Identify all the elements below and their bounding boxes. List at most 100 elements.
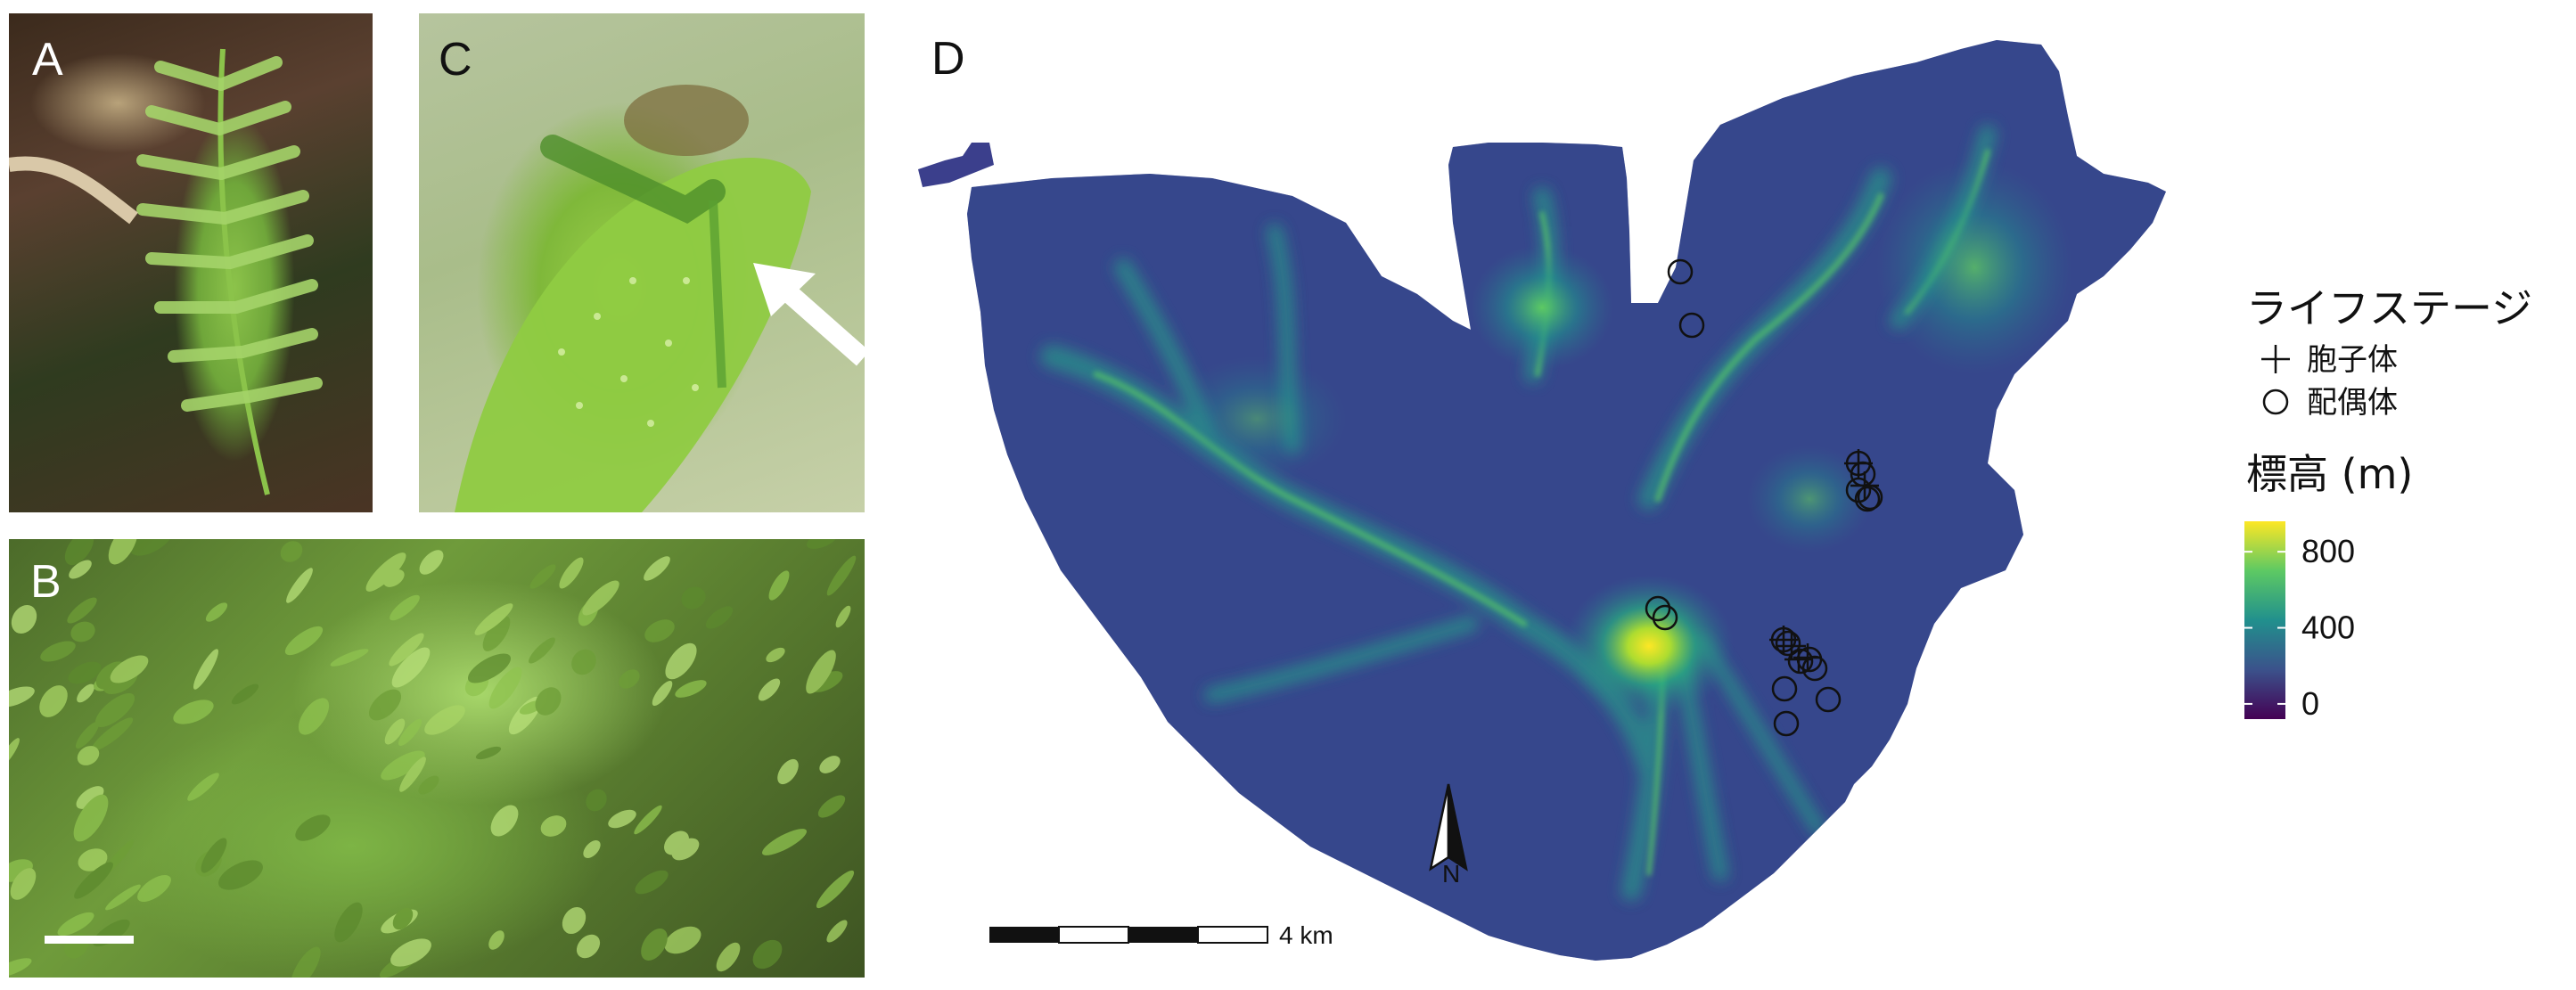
moss-leaf bbox=[11, 604, 37, 634]
moss-leaf bbox=[218, 860, 263, 890]
moss-leaf bbox=[540, 815, 567, 837]
moss-leaf bbox=[205, 602, 228, 622]
moss-leaf bbox=[391, 647, 431, 688]
moss-leaf bbox=[559, 557, 584, 589]
moss-leaf bbox=[77, 683, 94, 703]
elevation-legend-title: 標高 (m) bbox=[2246, 450, 2413, 498]
moss-leaf bbox=[57, 912, 94, 937]
life-stage-legend-title: ライフステージ bbox=[2246, 284, 2532, 332]
moss-leaf bbox=[419, 550, 444, 575]
moss-leaf bbox=[77, 746, 100, 765]
gametophyte-marker bbox=[1771, 675, 1798, 702]
moss-leaf bbox=[64, 539, 94, 566]
gametophyte-marker bbox=[1678, 312, 1705, 339]
moss-leaf bbox=[193, 649, 218, 690]
moss-leaf bbox=[529, 637, 555, 664]
moss-leaf bbox=[93, 919, 130, 947]
moss-leaf bbox=[365, 552, 406, 592]
moss-leaf bbox=[758, 678, 781, 701]
gametophyte-marker bbox=[1645, 595, 1671, 622]
moss-leaf bbox=[652, 680, 673, 707]
moss-leaf bbox=[488, 667, 522, 709]
moss-leaf bbox=[826, 555, 857, 596]
moss-leaf bbox=[69, 560, 92, 579]
observation-markers bbox=[1645, 258, 1883, 737]
moss-leaf bbox=[752, 939, 783, 970]
circle-icon bbox=[2262, 389, 2289, 415]
moss-leaf bbox=[9, 738, 20, 768]
white-arrow-icon bbox=[753, 263, 865, 366]
moss-leaf bbox=[608, 809, 636, 829]
moss-leaf bbox=[137, 874, 171, 903]
moss-leaf bbox=[399, 757, 426, 792]
scale-label: 4 km bbox=[1279, 921, 1333, 949]
gametophyte-marker bbox=[1667, 258, 1694, 285]
sporophyte-legend-item: 胞子体 bbox=[2261, 342, 2398, 378]
moss-leaf bbox=[582, 580, 619, 616]
gametophyte-marker bbox=[1775, 630, 1801, 657]
moss-leaf bbox=[474, 603, 513, 635]
moss-leaf bbox=[835, 605, 851, 628]
moss-leaf bbox=[108, 539, 138, 565]
moss-leaf bbox=[91, 717, 134, 751]
moss-leaf bbox=[291, 946, 321, 978]
scale-bar bbox=[45, 936, 134, 944]
elevation-map-panel: D bbox=[918, 0, 2576, 990]
gametophyte-marker bbox=[1787, 648, 1814, 675]
moss-leaf bbox=[280, 541, 303, 562]
moss-leaf bbox=[389, 633, 424, 667]
moss-leaf bbox=[675, 680, 707, 698]
fern-photo bbox=[9, 48, 323, 495]
scale-bar: 4 km bbox=[989, 921, 1333, 949]
moss-leaf bbox=[381, 750, 425, 781]
moss-leaf bbox=[705, 606, 734, 629]
moss-leaf bbox=[40, 641, 76, 662]
moss-leaf bbox=[681, 586, 706, 610]
moss-leaf bbox=[761, 829, 808, 855]
moss-leaf bbox=[129, 539, 174, 556]
moss-leaf bbox=[716, 942, 741, 972]
moss-leaf bbox=[231, 683, 259, 705]
gametophyte-marker bbox=[1770, 626, 1797, 653]
moss-leaf bbox=[562, 906, 587, 935]
gametophyte-marker bbox=[1801, 655, 1828, 682]
moss-leaf bbox=[665, 642, 697, 680]
moss-leaf bbox=[94, 692, 135, 728]
panel-label-d: D bbox=[931, 33, 965, 85]
colorbar bbox=[2244, 521, 2285, 719]
islet bbox=[918, 143, 994, 187]
moss-leaf bbox=[583, 840, 601, 858]
moss-leaf bbox=[664, 830, 689, 855]
panel-label-c: C bbox=[439, 34, 472, 86]
legend: ライフステージ 胞子体 配偶体 標高 (m) 0 400 800 bbox=[2244, 284, 2532, 722]
moss-leaf bbox=[74, 862, 113, 899]
gametophyte-legend-item: 配偶体 bbox=[2262, 385, 2398, 421]
gametophyte-marker bbox=[1857, 484, 1883, 511]
moss-leaf bbox=[173, 700, 214, 724]
moss-leaf bbox=[806, 650, 836, 694]
gametophyte-marker bbox=[1652, 604, 1678, 631]
moss-leaf bbox=[398, 718, 422, 747]
moss-photo bbox=[9, 539, 857, 978]
moss-leaf bbox=[488, 930, 505, 950]
moss-leaf bbox=[9, 958, 32, 978]
moss-leaf bbox=[68, 661, 102, 684]
moss-leaf bbox=[10, 868, 37, 900]
colorbar-tick-label: 0 bbox=[2301, 685, 2319, 722]
moss-leaf bbox=[390, 594, 420, 621]
moss-leaf bbox=[67, 597, 97, 624]
sporophyte-marker bbox=[1769, 626, 1798, 654]
moss-leaf bbox=[39, 685, 68, 717]
moss-leaf bbox=[816, 870, 855, 909]
moss-leaf bbox=[70, 621, 95, 642]
moss-leaf bbox=[76, 786, 104, 809]
moss-leaf bbox=[105, 884, 141, 911]
gametophyte-marker bbox=[1773, 710, 1800, 737]
moss-leaf bbox=[475, 746, 502, 760]
colorbar-ticks: 0 400 800 bbox=[2244, 533, 2355, 722]
moss-leaf bbox=[490, 805, 519, 837]
moss-leaf bbox=[467, 653, 512, 683]
north-arrow-icon: N bbox=[1429, 783, 1468, 888]
moss-leaf bbox=[75, 721, 100, 749]
gametophyte-marker bbox=[1854, 486, 1881, 512]
